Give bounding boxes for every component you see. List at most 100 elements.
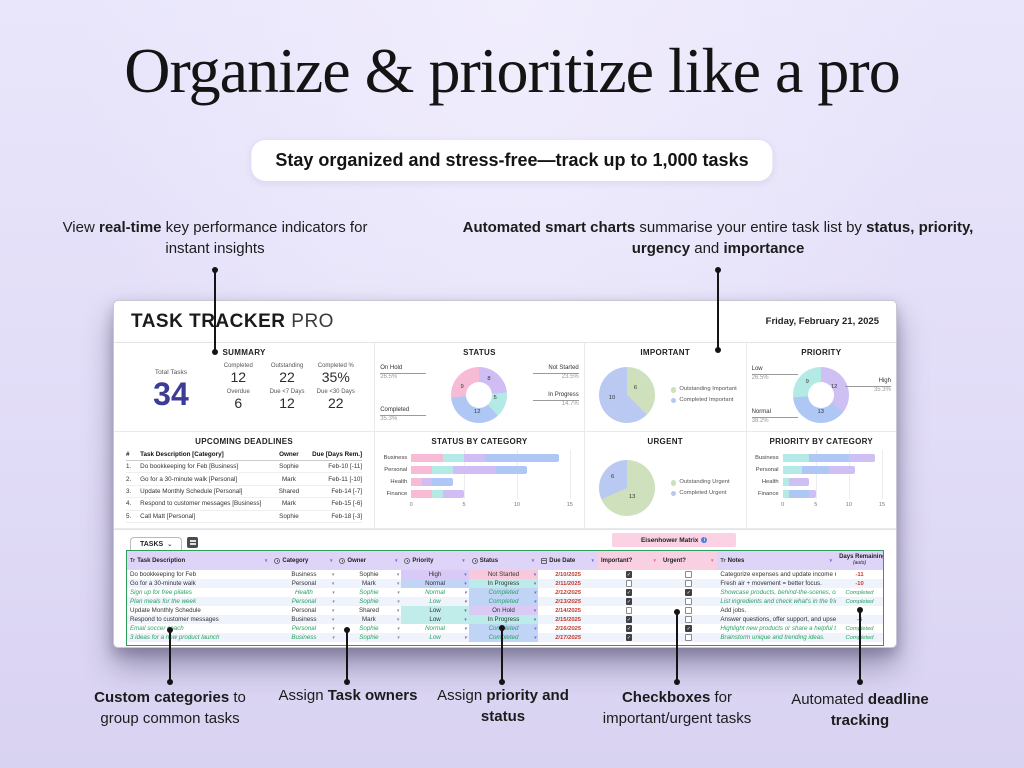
- column-header-owner[interactable]: Owner ▼: [336, 551, 401, 570]
- priority-dropdown[interactable]: Low ▾: [429, 598, 467, 605]
- priority-dropdown[interactable]: High ▾: [401, 570, 469, 579]
- filter-icon[interactable]: ▼: [828, 558, 834, 563]
- urgent-checkbox[interactable]: [660, 597, 717, 606]
- checkbox-icon[interactable]: ✓: [625, 634, 633, 642]
- category-dropdown[interactable]: Business ▾: [291, 616, 335, 623]
- priority-chart-panel: PRIORITY 12 13 9 Low 26.5% Normal 38.2% High 35.…: [746, 343, 896, 432]
- priority-dropdown[interactable]: Low ▾: [429, 634, 467, 641]
- due-date-cell: 2/13/2025: [555, 598, 581, 605]
- category-dropdown[interactable]: Personal ▾: [291, 625, 335, 632]
- important-checkbox[interactable]: [598, 606, 660, 615]
- category-dropdown[interactable]: Personal ▾: [291, 598, 335, 605]
- checkbox-icon[interactable]: [685, 607, 692, 614]
- owner-dropdown[interactable]: Sophie ▾: [359, 589, 400, 596]
- column-header-category[interactable]: Category ▼: [271, 551, 336, 570]
- status-dropdown[interactable]: Completed▾: [468, 633, 539, 642]
- checkbox-icon[interactable]: [685, 580, 692, 587]
- calendar-icon: [541, 557, 548, 564]
- column-header-priority[interactable]: Priority ▼: [401, 551, 468, 570]
- sheet-icon[interactable]: [187, 537, 199, 548]
- urgent-checkbox[interactable]: [660, 633, 717, 642]
- urgent-checkbox[interactable]: ✓: [660, 624, 717, 633]
- column-header-status[interactable]: Status ▼: [469, 551, 539, 570]
- bar-row: Personal: [384, 464, 570, 476]
- priority-by-category-chart: Business Personal Health Finance 0 5 10 15: [747, 450, 896, 528]
- owner-dropdown[interactable]: Sophie ▾: [359, 625, 400, 632]
- text-filter-icon: Tr: [720, 557, 726, 564]
- status-dropdown[interactable]: In Progress ▾: [468, 615, 539, 624]
- checkbox-icon[interactable]: ✓: [625, 616, 633, 624]
- filter-icon[interactable]: ▼: [393, 558, 399, 563]
- deadline-row: 5. Call Matt [Personal] Sophie Feb-18 [-3]: [126, 511, 363, 523]
- important-checkbox[interactable]: ✓: [598, 597, 660, 606]
- important-checkbox[interactable]: ✓: [598, 633, 660, 642]
- owner-dropdown[interactable]: Sophie ▾: [359, 571, 400, 578]
- category-dropdown[interactable]: Health ▾: [294, 589, 335, 596]
- status-dropdown[interactable]: Completed▾: [468, 588, 539, 597]
- checkbox-icon[interactable]: ✓: [625, 625, 633, 633]
- checkbox-icon[interactable]: [685, 616, 692, 623]
- owner-dropdown[interactable]: Mark ▾: [362, 580, 400, 587]
- category-dropdown[interactable]: Personal ▾: [291, 580, 335, 587]
- important-checkbox[interactable]: [598, 579, 660, 588]
- column-header-days-remaining[interactable]: Days Remaining(auto)▼: [836, 551, 883, 570]
- urgent-checkbox[interactable]: [660, 570, 717, 579]
- checkbox-icon[interactable]: ✓: [625, 589, 633, 597]
- column-header-task-description[interactable]: Tr Task Description ▼: [130, 557, 269, 564]
- filter-icon[interactable]: ▼: [328, 558, 334, 563]
- status-dropdown[interactable]: Completed▾: [468, 597, 539, 606]
- priority-dropdown[interactable]: Normal ▾: [425, 625, 467, 632]
- important-checkbox[interactable]: ✓: [598, 624, 660, 633]
- column-header-due-date[interactable]: Due Date ▼: [538, 551, 598, 570]
- status-dropdown[interactable]: On Hold ▾: [468, 606, 539, 615]
- priority-dropdown[interactable]: Low ▾: [401, 606, 469, 615]
- filter-icon[interactable]: ▼: [709, 558, 715, 563]
- urgent-checkbox[interactable]: [660, 579, 717, 588]
- bar-segment: [828, 466, 856, 474]
- tab-tasks[interactable]: TASKS ⌄: [130, 537, 183, 550]
- checkbox-icon[interactable]: ✓: [625, 571, 633, 579]
- filter-icon[interactable]: ▼: [652, 558, 657, 563]
- checkbox-icon[interactable]: [625, 607, 633, 614]
- priority-dropdown[interactable]: Normal ▾: [401, 579, 469, 588]
- category-dropdown[interactable]: Business ▾: [291, 571, 335, 578]
- filter-icon[interactable]: ▼: [263, 558, 269, 563]
- checkbox-icon[interactable]: [685, 598, 692, 605]
- category-dropdown[interactable]: Personal ▾: [291, 607, 335, 614]
- category-dropdown[interactable]: Business ▾: [291, 634, 335, 641]
- owner-dropdown[interactable]: Sophie ▾: [359, 634, 400, 641]
- kpi: Completed % 35%: [317, 363, 354, 385]
- filter-icon[interactable]: ▼: [530, 558, 536, 563]
- deadlines-header: # Task Description [Category] Owner Due [Da…: [126, 449, 363, 461]
- column-header-important[interactable]: Important? ▼: [597, 551, 660, 570]
- checkbox-icon[interactable]: ✓: [685, 625, 692, 633]
- owner-dropdown[interactable]: Mark ▾: [362, 616, 400, 623]
- urgent-checkbox[interactable]: ✓: [660, 588, 717, 597]
- owner-dropdown[interactable]: Sophie ▾: [359, 598, 400, 605]
- checkbox-icon[interactable]: ✓: [625, 598, 633, 606]
- status-dropdown[interactable]: In Progress ▾: [468, 579, 539, 588]
- checkbox-icon[interactable]: ✓: [685, 589, 692, 597]
- checkbox-icon[interactable]: [685, 571, 692, 578]
- checkbox-icon[interactable]: [685, 634, 692, 641]
- filter-icon[interactable]: ▼: [461, 558, 466, 563]
- checkbox-icon[interactable]: [625, 580, 633, 587]
- column-header-notes[interactable]: Tr Notes ▼: [720, 557, 834, 564]
- priority-dropdown[interactable]: Low ▾: [401, 615, 469, 624]
- urgent-checkbox[interactable]: [660, 606, 717, 615]
- pointer-line: [717, 270, 719, 350]
- filter-icon[interactable]: ▼: [590, 558, 595, 563]
- urgent-checkbox[interactable]: [660, 615, 717, 624]
- owner-dropdown[interactable]: Shared ▾: [358, 607, 400, 614]
- task-table-body: Do bookkeeping for Feb Business ▾ Sophie ▾ Hi…: [127, 570, 883, 645]
- important-checkbox[interactable]: ✓: [598, 615, 660, 624]
- info-icon[interactable]: i: [701, 537, 708, 543]
- important-checkbox[interactable]: ✓: [598, 588, 660, 597]
- column-header-urgent[interactable]: Urgent? ▼: [659, 551, 718, 570]
- important-checkbox[interactable]: ✓: [598, 570, 660, 579]
- filter-icon[interactable]: ▼: [882, 558, 883, 563]
- dropdown-arrow-icon: ▾: [331, 634, 335, 641]
- status-dropdown[interactable]: Not Started ▾: [468, 570, 539, 579]
- priority-dropdown[interactable]: Normal ▾: [425, 589, 467, 596]
- deadline-row: 3. Update Monthly Schedule [Personal] Shar…: [126, 486, 363, 499]
